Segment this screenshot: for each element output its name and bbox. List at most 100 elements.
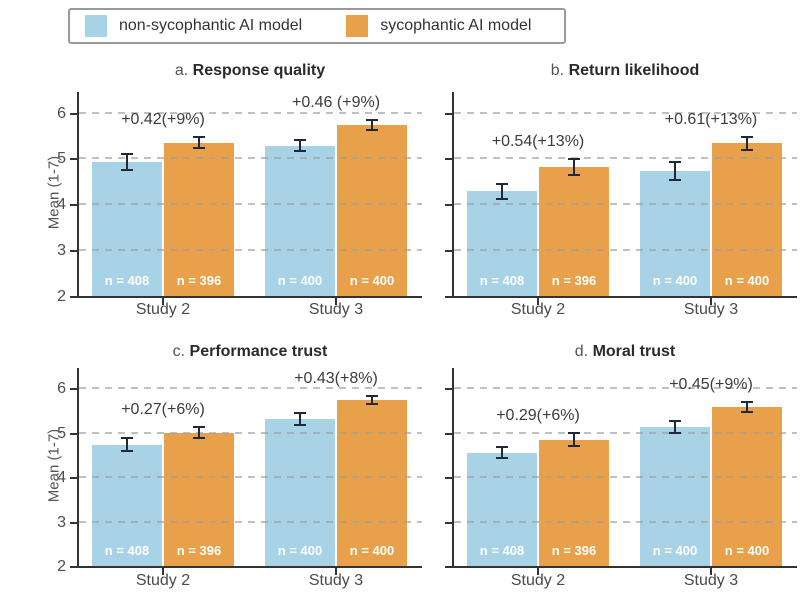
error-bar-cap <box>568 174 580 176</box>
error-bar-cap <box>366 129 378 131</box>
legend-item-non-sycophantic: non-sycophantic AI model <box>85 15 302 37</box>
error-bar-cap <box>669 432 681 434</box>
x-axis-line <box>452 566 797 568</box>
difference-annotation: +0.42(+9%) <box>121 111 205 128</box>
panel-title-text: Response quality <box>192 62 326 79</box>
sample-size-label: n = 396 <box>551 543 597 558</box>
y-tick-mark <box>70 113 77 115</box>
y-tick-mark <box>70 566 77 568</box>
gridline <box>79 157 422 159</box>
legend-swatch-non-sycophantic-icon <box>85 15 107 37</box>
error-bar-cap <box>366 403 378 405</box>
gridline <box>79 521 422 523</box>
difference-annotation: +0.29(+6%) <box>496 407 580 424</box>
legend-label-sycophantic: sycophantic AI model <box>380 17 532 34</box>
gridline <box>454 432 797 434</box>
error-bar <box>371 395 373 405</box>
y-axis-line <box>452 368 454 568</box>
error-bar-cap <box>121 450 133 452</box>
panel-title: d. Moral trust <box>575 343 675 361</box>
x-tick-mark <box>710 298 712 305</box>
legend-item-sycophantic: sycophantic AI model <box>346 15 531 37</box>
difference-annotation: +0.27(+6%) <box>121 401 205 418</box>
panel-title: b. Return likelihood <box>551 62 699 80</box>
bar-non-sycophantic-study-2 <box>467 453 537 566</box>
y-tick-label: 2 <box>57 288 66 305</box>
panel-title: c. Performance trust <box>173 343 328 361</box>
difference-annotation: +0.45(+9%) <box>669 376 753 393</box>
gridline <box>454 521 797 523</box>
bar-sycophantic-study-2 <box>539 167 609 296</box>
x-axis-line <box>77 566 422 568</box>
error-bar <box>746 401 748 413</box>
error-bar-cap <box>121 437 133 439</box>
error-bar-cap <box>496 457 508 459</box>
error-bar-cap <box>193 136 205 138</box>
x-axis-category-label: Study 2 <box>510 301 566 318</box>
panel-letter: a. <box>174 62 193 79</box>
y-tick-mark <box>445 388 452 390</box>
sample-size-label: n = 408 <box>104 273 150 288</box>
y-axis-line <box>77 368 79 568</box>
error-bar <box>126 437 128 452</box>
bar-non-sycophantic-study-3 <box>265 146 335 296</box>
panel-title-text: Return likelihood <box>568 62 700 79</box>
x-axis-category-label: Study 3 <box>308 301 364 318</box>
y-tick-mark <box>445 204 452 206</box>
sample-size-label: n = 400 <box>277 543 323 558</box>
y-tick-mark <box>70 296 77 298</box>
bar-sycophantic-study-2 <box>164 143 234 296</box>
y-tick-mark <box>445 250 452 252</box>
y-tick-mark <box>445 113 452 115</box>
y-tick-mark <box>445 296 452 298</box>
y-axis-title: Mean (1-7) <box>45 155 63 230</box>
bar-non-sycophantic-study-2 <box>92 445 162 566</box>
bar-sycophantic-study-3 <box>337 400 407 566</box>
gridline <box>79 476 422 478</box>
legend-swatch-sycophantic-icon <box>346 15 369 37</box>
error-bar <box>198 426 200 439</box>
sample-size-label: n = 396 <box>176 543 222 558</box>
error-bar-cap <box>193 147 205 149</box>
error-bar-cap <box>568 158 580 160</box>
difference-annotation: +0.54(+13%) <box>491 133 585 150</box>
error-bar-cap <box>741 149 753 151</box>
error-bar-cap <box>741 411 753 413</box>
y-tick-mark <box>70 477 77 479</box>
x-axis-category-label: Study 3 <box>683 301 739 318</box>
error-bar-cap <box>669 179 681 181</box>
panel-title-text: Moral trust <box>592 343 676 360</box>
error-bar-cap <box>741 136 753 138</box>
y-tick-mark <box>70 204 77 206</box>
y-tick-label: 5 <box>57 150 66 167</box>
panel-title-text: Performance trust <box>189 343 328 360</box>
gridline <box>454 112 797 114</box>
bar-sycophantic-study-3 <box>712 143 782 296</box>
error-bar <box>674 420 676 434</box>
x-tick-mark <box>537 298 539 305</box>
legend-label-non-sycophantic: non-sycophantic AI model <box>119 17 303 34</box>
gridline <box>79 387 422 389</box>
bar-non-sycophantic-study-3 <box>640 171 710 296</box>
x-axis-category-label: Study 2 <box>135 572 191 589</box>
error-bar <box>746 136 748 151</box>
panel-letter: c. <box>172 343 190 360</box>
gridline <box>79 249 422 251</box>
bar-sycophantic-study-3 <box>337 125 407 296</box>
x-axis-line <box>452 296 797 298</box>
y-tick-mark <box>445 433 452 435</box>
error-bar-cap <box>568 432 580 434</box>
error-bar-cap <box>741 401 753 403</box>
y-tick-label: 2 <box>57 558 66 575</box>
error-bar-cap <box>496 183 508 185</box>
sample-size-label: n = 400 <box>349 543 395 558</box>
y-tick-mark <box>70 433 77 435</box>
sample-size-label: n = 400 <box>724 273 770 288</box>
error-bar-cap <box>568 445 580 447</box>
x-tick-mark <box>710 568 712 575</box>
y-tick-label: 3 <box>57 242 66 259</box>
error-bar-cap <box>669 161 681 163</box>
y-tick-mark <box>445 522 452 524</box>
error-bar <box>501 183 503 200</box>
